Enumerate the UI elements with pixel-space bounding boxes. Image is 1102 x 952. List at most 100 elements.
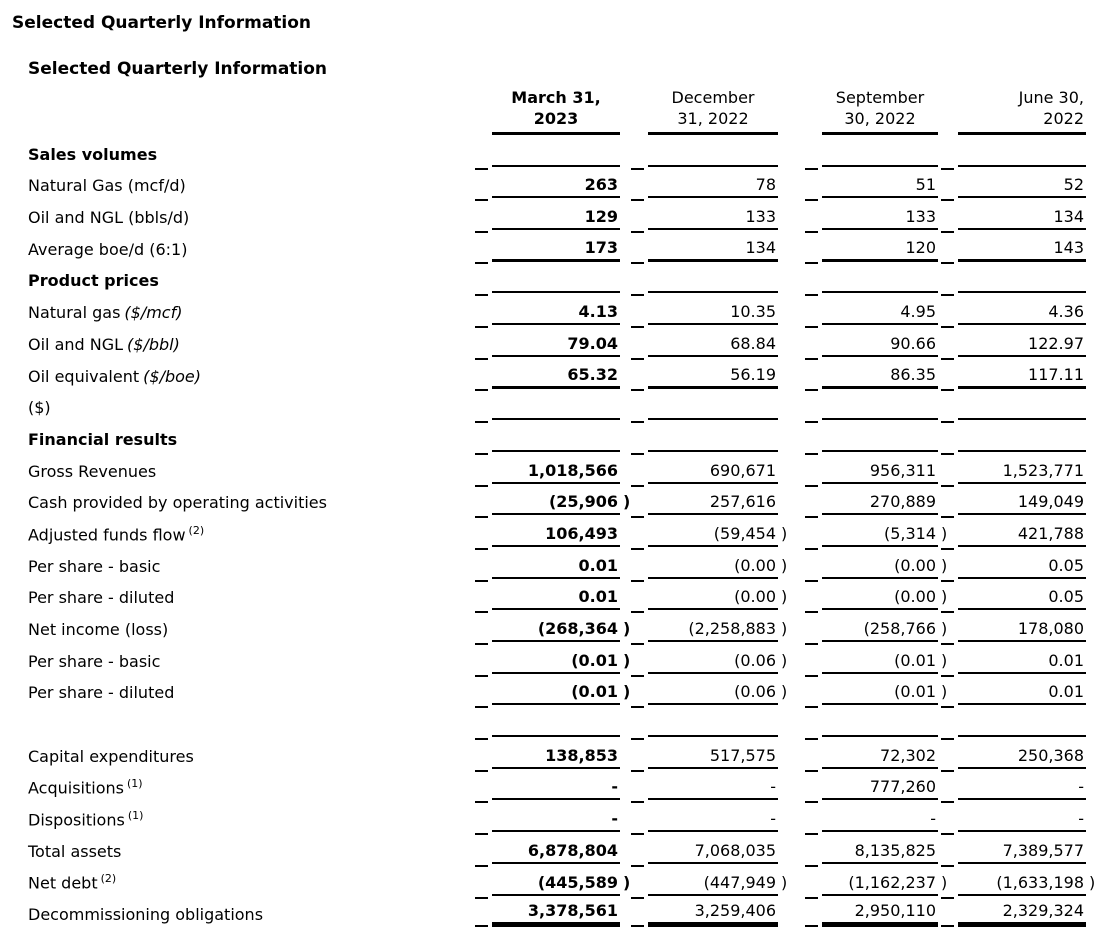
- row-label: ($): [0, 398, 492, 420]
- cell-value: (1,633,198: [996, 872, 1084, 892]
- row-label-text: Dispositions: [28, 810, 125, 830]
- column-header-june-30-2022: June 30, 2022: [958, 87, 1086, 135]
- row-label-text: Natural gas: [28, 303, 121, 323]
- cell-value: 3,378,561: [527, 901, 618, 921]
- cell-value: 1,523,771: [1002, 460, 1084, 480]
- value-cell: 7,389,577: [941, 841, 1086, 867]
- cell-value: 2,950,110: [854, 901, 936, 921]
- column-header-line: 30, 2022: [844, 109, 916, 128]
- cell-value: [648, 270, 778, 291]
- cell-value: (0.01: [571, 682, 618, 702]
- value-cell: -: [941, 777, 1086, 804]
- table-row: Product prices: [0, 262, 1102, 297]
- value-cell: [805, 714, 938, 741]
- value-cell: (59,454 ): [631, 524, 787, 550]
- cell-close-paren: ): [941, 682, 948, 702]
- row-label: [0, 734, 492, 737]
- cell-value: 52: [1063, 175, 1084, 195]
- value-cell: 143: [941, 237, 1086, 264]
- value-cell: (0.00 ): [805, 556, 947, 582]
- cell-value: 257,616: [709, 492, 776, 512]
- row-label-text: Oil and NGL (bbls/d): [28, 208, 190, 228]
- table-row: Cash provided by operating activities (2…: [0, 484, 1102, 519]
- column-header-line: 2022: [1043, 109, 1084, 128]
- footnote-marker: (1): [127, 808, 144, 822]
- cell-value: 133: [905, 207, 936, 227]
- value-cell: 8,135,825: [805, 841, 938, 867]
- row-label: Oil and NGL (bbls/d): [0, 208, 492, 230]
- cell-value: (0.00: [734, 587, 776, 607]
- table-row: Adjusted funds flow (2) 106,493 (59,454 )…: [0, 515, 1102, 550]
- cell-close-paren: ): [941, 587, 948, 607]
- value-cell: (25,906 ): [475, 492, 630, 519]
- cell-value: 68.84: [730, 333, 776, 353]
- value-cell: 4.36: [941, 302, 1086, 329]
- value-cell: 106,493: [475, 524, 620, 550]
- row-label: Net debt (2): [0, 872, 492, 895]
- row-label-text: ($): [28, 398, 51, 418]
- row-label-text: Capital expenditures: [28, 746, 194, 766]
- value-cell: 122.97: [941, 334, 1086, 360]
- cell-value: 178,080: [1017, 619, 1084, 638]
- row-label: Total assets: [0, 842, 492, 864]
- cell-value: 4.36: [1048, 302, 1084, 322]
- value-cell: (0.01 ): [805, 682, 947, 709]
- column-header-line: March 31,: [511, 88, 601, 107]
- cell-value: 56.19: [730, 364, 776, 384]
- value-cell: 78: [631, 175, 778, 202]
- value-cell: 263: [475, 175, 620, 202]
- cell-value: [492, 429, 620, 450]
- table-row: Per share - basic (0.01 ) (0.06 ) (0.01 …: [0, 642, 1102, 677]
- value-cell: [941, 270, 1086, 297]
- table-row: Per share - diluted 0.01 (0.00 ) (0.00 )…: [0, 579, 1102, 614]
- table-row: Financial results: [0, 420, 1102, 455]
- cell-value: (0.01: [894, 650, 936, 670]
- row-label-text: Acquisitions: [28, 778, 124, 798]
- value-cell: [941, 429, 1086, 455]
- cell-value: 0.01: [1048, 682, 1084, 702]
- value-cell: 129: [475, 207, 620, 234]
- row-label: Cash provided by operating activities: [0, 493, 492, 515]
- value-cell: (0.06 ): [631, 651, 787, 677]
- value-cell: 134: [631, 238, 778, 264]
- row-label: Decommissioning obligations: [0, 905, 492, 927]
- row-label-unit: ($/boe): [143, 366, 201, 386]
- cell-value: [492, 714, 620, 735]
- value-cell: (258,766 ): [805, 619, 947, 645]
- value-cell: 90.66: [805, 333, 938, 360]
- cell-value: (25,906: [548, 492, 618, 512]
- value-cell: -: [631, 777, 778, 804]
- value-cell: [475, 397, 620, 424]
- table-row: Natural Gas (mcf/d) 263 78 51 52: [0, 167, 1102, 202]
- cell-value: 0.05: [1048, 587, 1084, 607]
- cell-value: 956,311: [869, 460, 936, 480]
- value-cell: (447,949 ): [631, 873, 787, 899]
- value-cell: (5,314 ): [805, 524, 947, 550]
- table-title: Selected Quarterly Information: [28, 59, 328, 79]
- cell-close-paren: ): [623, 682, 631, 702]
- cell-value: 143: [1053, 237, 1084, 257]
- value-cell: 0.05: [941, 587, 1086, 614]
- row-label-unit: ($/mcf): [124, 303, 183, 323]
- cell-value: 79.04: [567, 333, 618, 353]
- value-cell: [475, 144, 620, 170]
- cell-value: 90.66: [890, 333, 936, 353]
- cell-value: [822, 429, 938, 450]
- table-row: Decommissioning obligations 3,378,561 3,…: [0, 896, 1102, 928]
- cell-value: -: [1078, 777, 1084, 797]
- row-label-text: Product prices: [28, 271, 159, 291]
- value-cell: 6,878,804: [475, 841, 620, 867]
- value-cell: [475, 270, 620, 297]
- row-label-text: Per share - diluted: [28, 683, 175, 703]
- value-cell: [631, 397, 778, 424]
- value-cell: 10.35: [631, 302, 778, 329]
- value-cell: 149,049: [941, 492, 1086, 519]
- value-cell: [631, 429, 778, 455]
- cell-value: 517,575: [709, 745, 776, 765]
- column-header-line: 2023: [533, 109, 579, 128]
- cell-value: 250,368: [1017, 745, 1084, 765]
- cell-value: (1,162,237: [848, 872, 936, 892]
- value-cell: 133: [805, 207, 938, 234]
- cell-value: 78: [755, 175, 776, 195]
- cell-value: [958, 429, 1086, 450]
